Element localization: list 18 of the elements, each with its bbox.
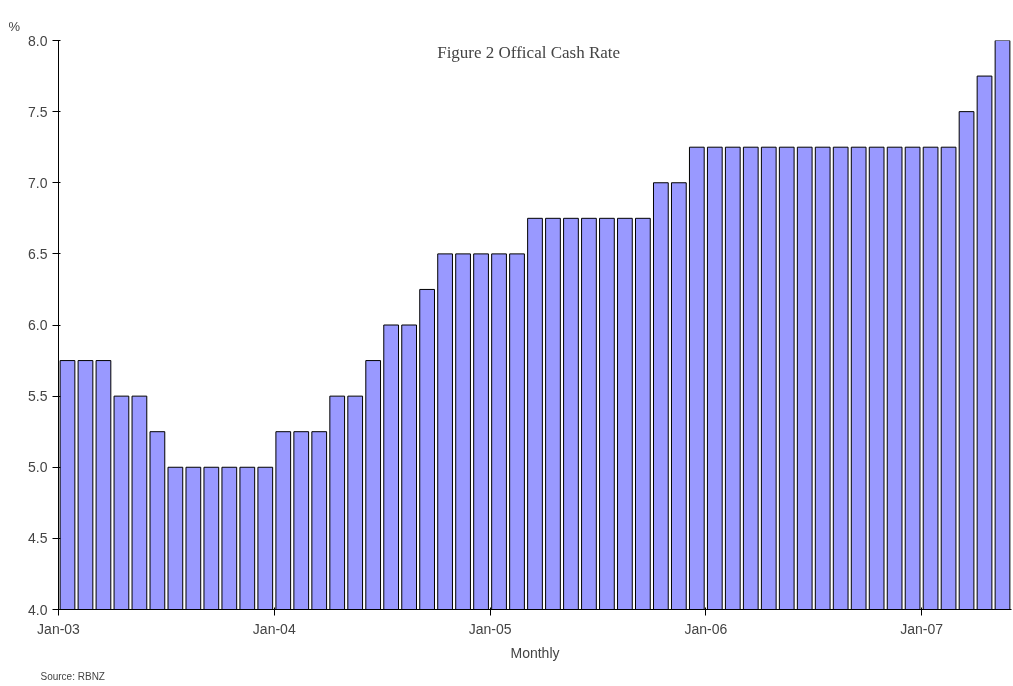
y-tick-label: 4.0: [28, 601, 48, 618]
y-tick-label: 8.0: [28, 32, 48, 49]
y-tick-label: 6.0: [28, 317, 48, 333]
x-axis-title: Monthly: [510, 644, 560, 661]
y-tick-label: 4.5: [28, 530, 48, 547]
x-tick-label: Jan-06: [684, 620, 728, 637]
y-tick-label: 7.5: [28, 103, 48, 120]
y-tick-label: 6.5: [28, 245, 48, 262]
x-tick-label: Jan-07: [900, 620, 944, 637]
x-tick-label: Jan-05: [468, 620, 512, 637]
y-tick-label: 7.0: [28, 174, 48, 191]
x-tick-label: Jan-04: [252, 620, 296, 637]
source-note: Source: RBNZ: [40, 670, 105, 682]
chart-title: Figure 2 Offical Cash Rate: [437, 42, 621, 62]
y-tick-label: 5.5: [28, 388, 48, 405]
x-tick-label: Jan-03: [37, 620, 81, 637]
y-tick-label: 5.0: [28, 459, 48, 476]
y-axis-title: %: [8, 18, 21, 34]
